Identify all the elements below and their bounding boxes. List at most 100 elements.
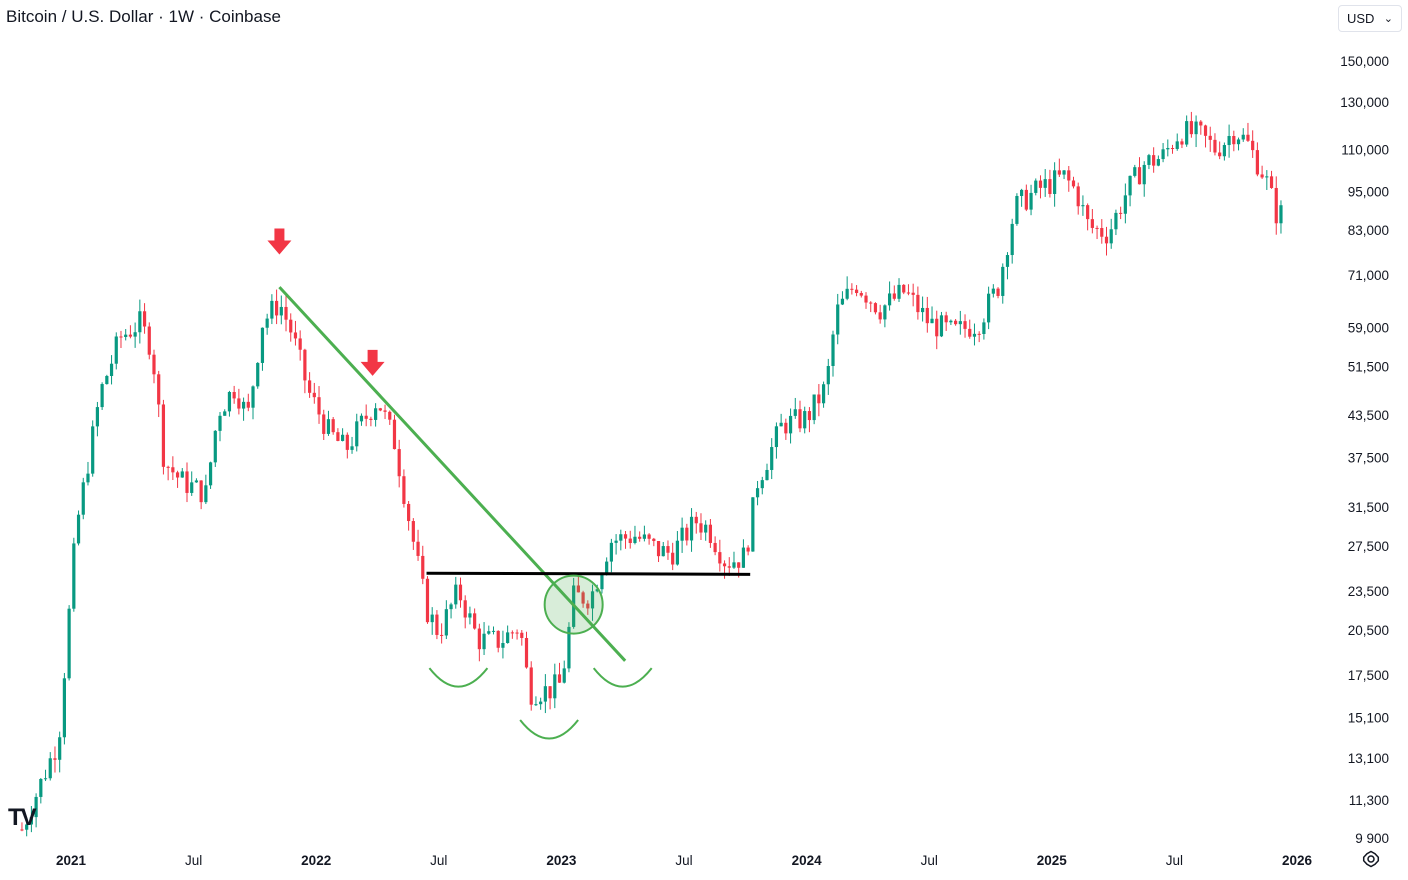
price-tick-label: 71,000 xyxy=(1348,268,1389,283)
gear-icon[interactable] xyxy=(1361,849,1381,869)
candle-body xyxy=(477,628,481,650)
time-tick-label: Jul xyxy=(1166,853,1183,868)
candle-body xyxy=(29,817,33,825)
candle-body xyxy=(218,415,222,431)
candle-body xyxy=(840,298,845,305)
down-arrow-icon xyxy=(267,228,292,255)
candle-body xyxy=(902,284,906,293)
candle-body xyxy=(1241,134,1245,140)
candle-body xyxy=(350,446,354,450)
candle-body xyxy=(435,614,439,635)
candle-body xyxy=(845,288,849,299)
candle-body xyxy=(1189,121,1193,135)
chevron-down-icon: ⌄ xyxy=(1383,13,1393,25)
candle-body xyxy=(289,319,293,333)
candle-body xyxy=(925,307,929,324)
candle-body xyxy=(850,288,854,290)
candle-body xyxy=(958,321,962,325)
candle-body xyxy=(251,386,255,408)
candle-body xyxy=(383,410,387,412)
candle-body xyxy=(397,449,401,477)
candle-body xyxy=(553,674,557,699)
candle-body xyxy=(133,332,137,337)
candle-body xyxy=(581,592,585,604)
candle-body xyxy=(147,326,151,355)
candle-body xyxy=(897,284,901,299)
price-tick-label: 17,500 xyxy=(1348,668,1389,683)
candle-body xyxy=(208,462,213,486)
candle-body xyxy=(774,426,779,448)
candle-body xyxy=(190,482,194,493)
time-axis[interactable]: 2021 Jul 2022 Jul 2023 Jul 2024 Jul 2025 Jul 2026 xyxy=(56,853,1313,868)
candle-body xyxy=(114,336,118,364)
time-tick-label: Jul xyxy=(430,853,447,868)
candle-body xyxy=(388,411,392,420)
candle-body xyxy=(86,473,90,483)
candle-body xyxy=(586,603,590,609)
candle-body xyxy=(241,401,246,409)
candle-body xyxy=(1090,219,1094,228)
candle-body xyxy=(317,397,321,415)
candle-body xyxy=(67,608,71,679)
candle-body xyxy=(1119,212,1123,214)
currency-dropdown[interactable]: USD ⌄ xyxy=(1338,5,1402,32)
candle-body xyxy=(770,447,774,470)
candle-body xyxy=(803,411,807,429)
candle-body xyxy=(930,318,934,324)
candle-body xyxy=(1203,125,1208,136)
candle-body xyxy=(369,418,373,420)
candle-body xyxy=(449,604,453,610)
price-tick-label: 9 900 xyxy=(1355,831,1389,846)
price-tick-label: 59,000 xyxy=(1348,321,1389,336)
time-tick-label: Jul xyxy=(675,853,692,868)
candle-body xyxy=(152,354,156,375)
candle-body xyxy=(411,521,415,542)
candle-body xyxy=(576,585,580,593)
neckline xyxy=(426,571,751,576)
price-tick-label: 31,500 xyxy=(1348,500,1389,515)
candle-body xyxy=(854,289,859,294)
candle-body xyxy=(892,293,896,299)
candle-body xyxy=(1062,170,1066,175)
candle-body xyxy=(685,527,689,541)
price-tick-label: 37,500 xyxy=(1348,450,1389,465)
candle-body xyxy=(996,288,1000,296)
candle-body xyxy=(374,408,378,420)
time-tick-label: 2021 xyxy=(56,853,87,868)
candle-body xyxy=(25,824,29,830)
candle-body xyxy=(473,613,477,629)
candle-body xyxy=(1128,175,1132,196)
candle-body xyxy=(1010,223,1014,256)
down-arrow-icon xyxy=(360,349,385,376)
price-tick-label: 27,500 xyxy=(1348,539,1389,554)
candle-body xyxy=(590,591,595,609)
price-axis[interactable]: 150,000 130,000 110,000 95,000 83,000 71,000 5… xyxy=(1340,54,1389,846)
candle-body xyxy=(95,407,100,427)
candle-body xyxy=(213,430,217,463)
candle-body xyxy=(666,546,670,553)
candle-body xyxy=(430,614,434,623)
candle-body xyxy=(991,288,995,294)
candle-body xyxy=(619,534,623,541)
candle-body xyxy=(887,293,892,306)
candle-body xyxy=(779,422,783,427)
candle-body xyxy=(1269,176,1274,188)
candle-body xyxy=(1067,170,1071,181)
candle-body xyxy=(1057,170,1061,175)
candle-body xyxy=(128,334,133,337)
candle-body xyxy=(331,419,335,433)
candle-body xyxy=(458,584,463,601)
candle-body xyxy=(713,542,717,553)
candle-body xyxy=(166,466,170,468)
candle-body xyxy=(1001,266,1005,296)
candle-body xyxy=(421,555,425,579)
candle-body xyxy=(784,422,788,434)
price-tick-label: 95,000 xyxy=(1348,185,1389,200)
time-tick-label: 2025 xyxy=(1037,853,1068,868)
candle-body xyxy=(718,552,722,564)
pattern-arc xyxy=(519,719,579,740)
candle-body xyxy=(1020,189,1024,196)
candle-body xyxy=(883,305,887,320)
price-tick-label: 15,100 xyxy=(1348,710,1389,725)
